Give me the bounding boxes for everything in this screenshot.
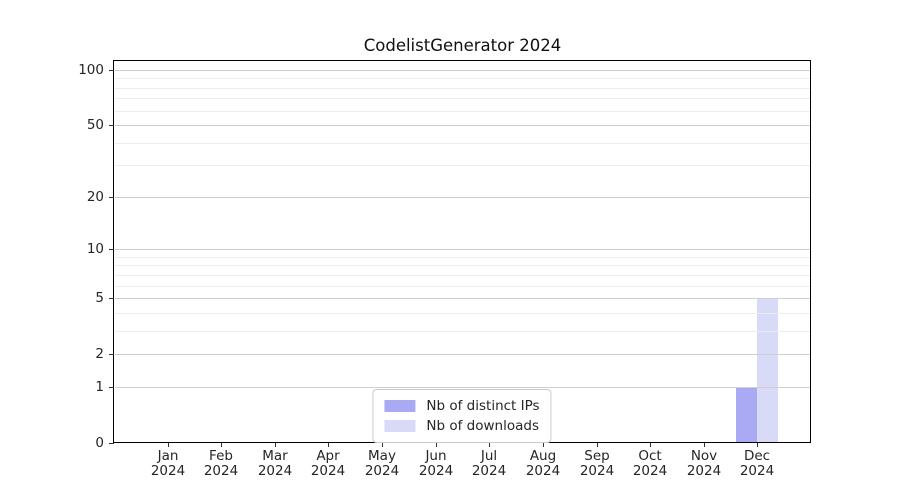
x-tick — [543, 443, 545, 447]
y-tick — [109, 249, 114, 251]
y-tick — [109, 298, 114, 300]
x-tick-month: Aug — [529, 448, 557, 464]
x-tick-label: Jan 2024 — [128, 449, 208, 479]
minor-gridline — [115, 88, 810, 89]
x-tick — [221, 443, 223, 447]
x-tick-year: 2024 — [364, 463, 400, 479]
legend-item-downloads: Nb of downloads — [384, 416, 539, 436]
minor-gridline — [115, 111, 810, 112]
bar-nb-of-distinct-ips-dec — [736, 387, 757, 443]
y-tick — [109, 125, 114, 127]
x-tick-label: Oct 2024 — [610, 449, 690, 479]
major-gridline — [115, 298, 810, 299]
major-gridline — [115, 70, 810, 71]
x-tick-year: 2024 — [203, 463, 239, 479]
y-tick-label: 20 — [86, 189, 104, 205]
x-tick — [382, 443, 384, 447]
y-tick — [109, 443, 114, 445]
x-tick-month: Apr — [316, 448, 340, 464]
x-tick — [275, 443, 277, 447]
minor-gridline — [115, 265, 810, 266]
y-tick-label: 5 — [95, 290, 104, 306]
x-tick-year: 2024 — [525, 463, 561, 479]
x-tick-month: Oct — [638, 448, 662, 464]
y-tick-label: 100 — [78, 62, 104, 78]
y-tick-label: 50 — [86, 117, 104, 133]
x-tick — [704, 443, 706, 447]
major-gridline — [115, 197, 810, 198]
x-tick-month: Nov — [690, 448, 718, 464]
minor-gridline — [115, 143, 810, 144]
minor-gridline — [115, 257, 810, 258]
x-tick-label: Apr 2024 — [288, 449, 368, 479]
x-tick — [328, 443, 330, 447]
x-tick — [597, 443, 599, 447]
minor-gridline — [115, 275, 810, 276]
x-tick-label: Jul 2024 — [449, 449, 529, 479]
x-tick-label: Nov 2024 — [664, 449, 744, 479]
x-tick-month: Jan — [157, 448, 179, 464]
x-tick-year: 2024 — [686, 463, 722, 479]
x-tick-label: Feb 2024 — [181, 449, 261, 479]
legend-item-distinct-ips: Nb of distinct IPs — [384, 396, 540, 416]
minor-gridline — [115, 98, 810, 99]
major-gridline — [115, 125, 810, 126]
x-tick-year: 2024 — [739, 463, 775, 479]
x-tick-label: Sep 2024 — [557, 449, 637, 479]
minor-gridline — [115, 313, 810, 314]
x-tick-year: 2024 — [257, 463, 293, 479]
x-tick-month: Jul — [480, 448, 498, 464]
legend-swatch-downloads — [384, 420, 416, 432]
chart-title: CodelistGenerator 2024 — [363, 36, 562, 55]
x-tick-label: May 2024 — [342, 449, 422, 479]
y-tick — [109, 387, 114, 389]
y-tick — [109, 354, 114, 356]
x-tick-year: 2024 — [632, 463, 668, 479]
x-tick-year: 2024 — [150, 463, 186, 479]
x-tick-label: Jun 2024 — [396, 449, 476, 479]
x-tick — [168, 443, 170, 447]
legend-label-distinct-ips: Nb of distinct IPs — [426, 398, 540, 414]
major-gridline — [115, 387, 810, 388]
x-tick — [489, 443, 491, 447]
x-tick — [436, 443, 438, 447]
major-gridline — [115, 249, 810, 250]
x-tick-label: Dec 2024 — [717, 449, 797, 479]
y-tick — [109, 70, 114, 72]
x-tick-label: Mar 2024 — [235, 449, 315, 479]
legend-swatch-distinct-ips — [384, 400, 416, 412]
major-gridline — [115, 354, 810, 355]
x-tick — [650, 443, 652, 447]
y-tick-label: 2 — [95, 346, 104, 362]
y-tick-label: 0 — [95, 435, 104, 451]
x-tick-month: Jun — [425, 448, 447, 464]
x-tick-year: 2024 — [471, 463, 507, 479]
minor-gridline — [115, 165, 810, 166]
x-tick-year: 2024 — [418, 463, 454, 479]
y-tick-label: 10 — [86, 241, 104, 257]
y-tick-label: 1 — [95, 379, 104, 395]
x-tick-month: May — [368, 448, 396, 464]
minor-gridline — [115, 286, 810, 287]
plot-frame — [113, 60, 811, 443]
x-tick-month: Feb — [209, 448, 233, 464]
x-tick-month: Sep — [584, 448, 610, 464]
x-tick — [757, 443, 759, 447]
bar-nb-of-downloads-dec — [757, 298, 778, 443]
legend-label-downloads: Nb of downloads — [426, 418, 539, 434]
minor-gridline — [115, 331, 810, 332]
x-tick-year: 2024 — [310, 463, 346, 479]
legend: Nb of distinct IPs Nb of downloads — [372, 389, 552, 443]
x-tick-year: 2024 — [579, 463, 615, 479]
x-tick-label: Aug 2024 — [503, 449, 583, 479]
minor-gridline — [115, 78, 810, 79]
x-tick-month: Mar — [262, 448, 288, 464]
y-tick — [109, 197, 114, 199]
x-tick-month: Dec — [743, 448, 771, 464]
